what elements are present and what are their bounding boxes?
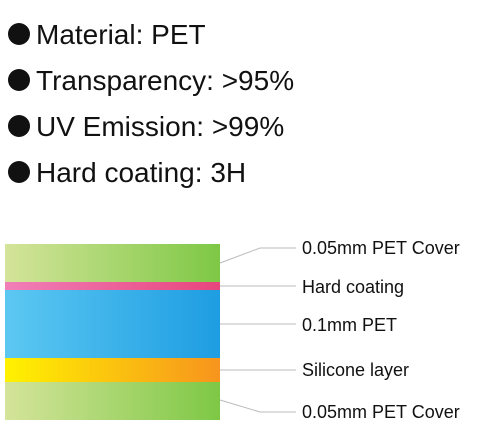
layer-top-pet-cover [5, 244, 220, 282]
spec-list: Material: PET Transparency: >95% UV Emis… [8, 16, 294, 200]
layer-hard-coating [5, 282, 220, 290]
layer-bottom-pet-cover [5, 382, 220, 420]
spec-transparency-text: Transparency: >95% [36, 65, 295, 96]
label-top-pet-cover: 0.05mm PET Cover [302, 238, 460, 258]
leader-line-top-pet-cover [219, 247, 296, 264]
spec-material: Material: PET [8, 16, 294, 54]
spec-material-text: Material: PET [36, 19, 206, 50]
leader-line-bottom-pet-cover [219, 399, 296, 413]
spec-uv-emission: UV Emission: >99% [8, 108, 294, 146]
spec-transparency: Transparency: >95% [8, 62, 294, 100]
label-bottom-pet-cover: 0.05mm PET Cover [302, 402, 460, 422]
layer-pet [5, 290, 220, 358]
label-hard-coating: Hard coating [302, 277, 405, 297]
layer-silicone [5, 358, 220, 382]
spec-uv-emission-text: UV Emission: >99% [36, 111, 285, 142]
label-silicone: Silicone layer [302, 360, 410, 380]
leader-lines [219, 247, 296, 413]
label-pet: 0.1mm PET [302, 315, 398, 335]
bullet-icon [8, 114, 30, 137]
bullet-icon [8, 68, 30, 91]
spec-hard-coating: Hard coating: 3H [8, 154, 294, 192]
spec-hard-coating-text: Hard coating: 3H [36, 157, 247, 188]
bullet-icon [8, 22, 30, 45]
bullet-icon [8, 160, 30, 183]
